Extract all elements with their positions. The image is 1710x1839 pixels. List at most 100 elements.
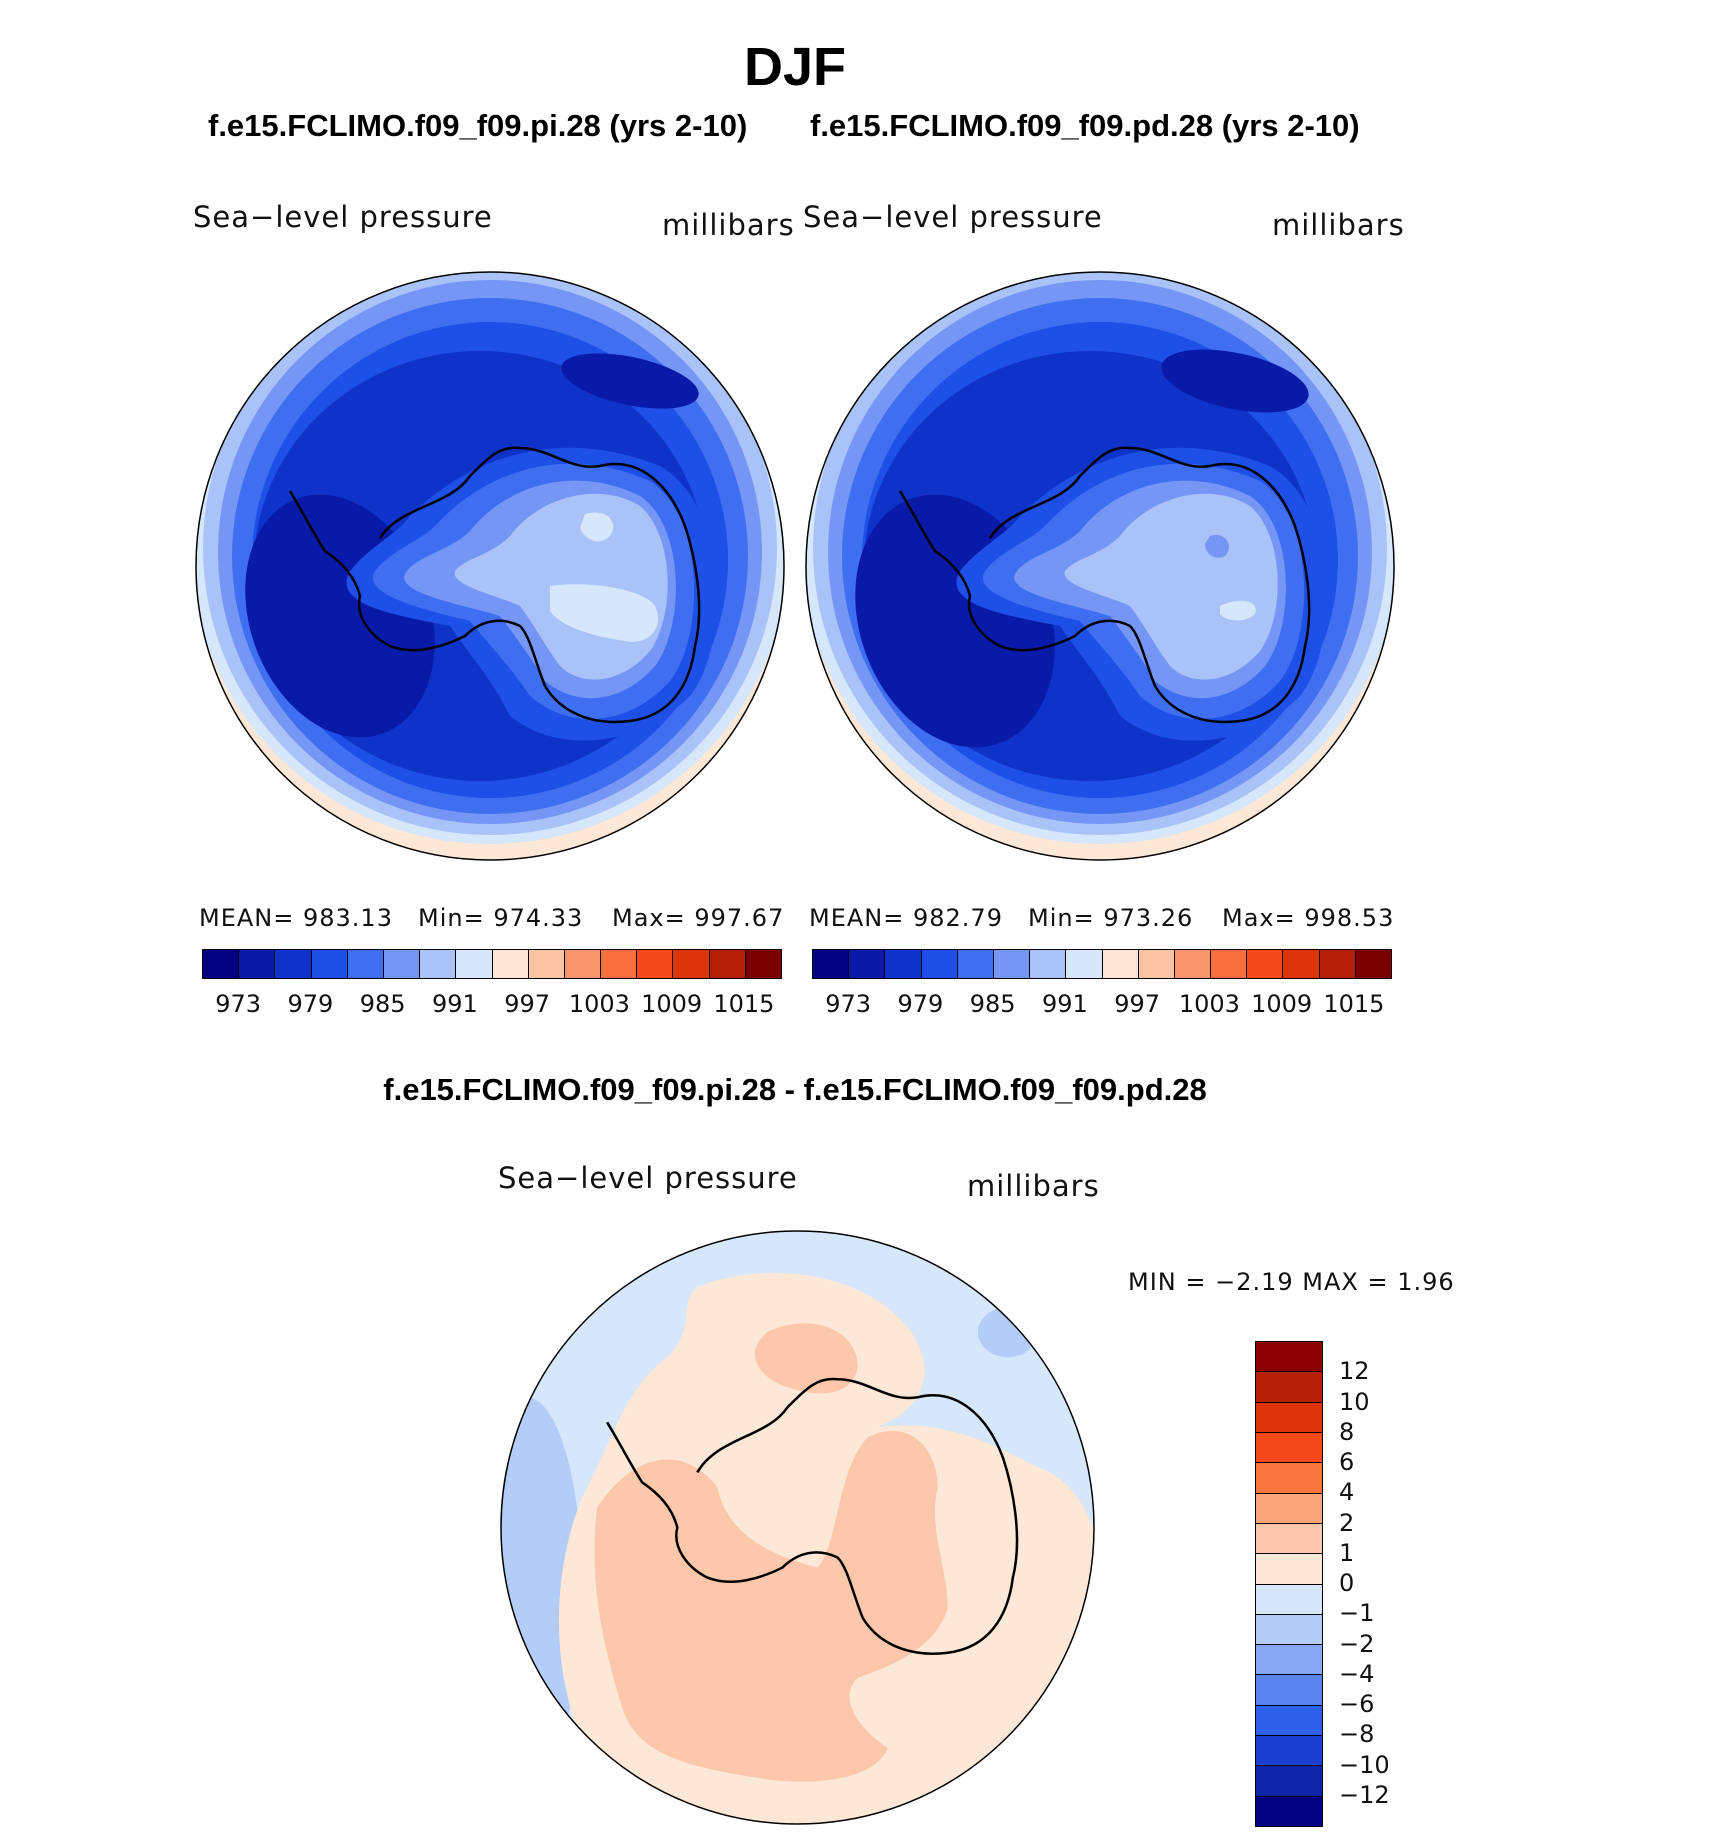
panel2-units-label: millibars <box>1272 208 1405 242</box>
colorbar-tick-label: −1 <box>1339 1599 1375 1628</box>
colorbar-tick-label: 4 <box>1339 1478 1355 1507</box>
colorbar-tick-label: 1 <box>1339 1538 1355 1567</box>
colorbar-tick-label: 1009 <box>641 990 703 1018</box>
colorbar-box <box>347 950 384 978</box>
colorbar-box <box>1256 1584 1322 1615</box>
diff-title: f.e15.FCLIMO.f09_f09.pi.28 - f.e15.FCLIM… <box>383 1072 1207 1107</box>
colorbar-tick-label: 985 <box>359 990 406 1018</box>
colorbar-box <box>1256 1614 1322 1646</box>
colorbar-box <box>637 950 674 978</box>
colorbar-box <box>885 950 922 978</box>
colorbar-box <box>709 950 746 978</box>
colorbar-box <box>1256 1796 1322 1826</box>
colorbar-box <box>1138 950 1175 978</box>
colorbar-tick-label: 6 <box>1339 1448 1355 1476</box>
colorbar-box <box>311 950 348 978</box>
colorbar-box <box>957 950 994 978</box>
colorbar-box <box>1256 1705 1322 1737</box>
colorbar-box <box>1355 950 1391 978</box>
colorbar-box <box>745 950 781 978</box>
colorbar-tick-label: 8 <box>1339 1417 1355 1446</box>
colorbar-box <box>1256 1493 1322 1524</box>
panel2-colorbar-ticks: 973 979 985 991 997 1003 1009 1015 <box>812 990 1390 1020</box>
colorbar-box <box>1256 1675 1322 1706</box>
diff-units-label: millibars <box>967 1169 1100 1203</box>
colorbar-tick-label: 12 <box>1339 1357 1370 1386</box>
colorbar-box <box>1030 950 1067 978</box>
colorbar-box <box>1256 1402 1322 1433</box>
colorbar-tick-label: 1015 <box>1323 990 1385 1018</box>
panel1-units-label: millibars <box>662 208 795 242</box>
panel1-variable-label: Sea−level pressure <box>193 200 493 234</box>
diff-colorbar-ticks: 12 10 8 6 4 2 1 0 −1 −2 −4 −6 −8 −10 −12 <box>1339 1341 1419 1825</box>
colorbar-tick-label: 997 <box>504 990 551 1018</box>
colorbar-box <box>1283 950 1320 978</box>
colorbar-box <box>1256 1463 1322 1494</box>
colorbar-tick-label: 973 <box>215 990 262 1018</box>
panel1-polar-map <box>195 271 785 861</box>
season-title: DJF <box>743 37 846 97</box>
colorbar-box <box>528 950 565 978</box>
colorbar-box <box>1211 950 1248 978</box>
colorbar-box <box>456 950 493 978</box>
colorbar-box <box>203 950 240 978</box>
panel2-colorbar <box>812 949 1392 979</box>
colorbar-tick-label: 1015 <box>713 990 775 1018</box>
diff-colorbar <box>1255 1341 1323 1827</box>
colorbar-tick-label: −12 <box>1339 1780 1390 1809</box>
colorbar-box <box>601 950 638 978</box>
colorbar-box <box>1256 1554 1322 1585</box>
colorbar-box <box>1256 1523 1322 1555</box>
colorbar-tick-label: −4 <box>1339 1659 1375 1688</box>
panel2-polar-map <box>805 271 1395 861</box>
panel1-min: Min= 974.33 <box>418 904 584 932</box>
colorbar-tick-label: 979 <box>897 990 944 1018</box>
panel2-max: Max= 998.53 <box>1222 904 1395 932</box>
diff-variable-label: Sea−level pressure <box>498 1161 798 1195</box>
colorbar-tick-label: 1003 <box>568 990 630 1018</box>
panel1-max: Max= 997.67 <box>612 904 785 932</box>
colorbar-box <box>1102 950 1139 978</box>
diff-minmax: MIN = −2.19 MAX = 1.96 <box>1128 1268 1455 1296</box>
colorbar-box <box>492 950 529 978</box>
diff-polar-map <box>500 1230 1095 1825</box>
colorbar-tick-label: −8 <box>1339 1720 1375 1749</box>
colorbar-box <box>1066 950 1103 978</box>
panel2-variable-label: Sea−level pressure <box>803 200 1103 234</box>
panel2-min: Min= 973.26 <box>1028 904 1194 932</box>
colorbar-box <box>1256 1766 1322 1797</box>
colorbar-box <box>1319 950 1356 978</box>
colorbar-box <box>813 950 850 978</box>
colorbar-tick-label: 2 <box>1339 1508 1355 1537</box>
colorbar-box <box>993 950 1031 978</box>
colorbar-tick-label: 1009 <box>1251 990 1313 1018</box>
panel1-colorbar-ticks: 973 979 985 991 997 1003 1009 1015 <box>202 990 780 1020</box>
colorbar-box <box>1256 1645 1322 1676</box>
colorbar-box <box>1256 1342 1322 1373</box>
colorbar-box <box>673 950 710 978</box>
colorbar-tick-label: 991 <box>431 990 478 1018</box>
colorbar-box <box>1256 1372 1322 1403</box>
colorbar-tick-label: 10 <box>1339 1387 1370 1416</box>
colorbar-tick-label: 973 <box>825 990 872 1018</box>
colorbar-tick-label: 979 <box>287 990 334 1018</box>
colorbar-box <box>1247 950 1284 978</box>
colorbar-tick-label: 985 <box>969 990 1016 1018</box>
case1-title: f.e15.FCLIMO.f09_f09.pi.28 (yrs 2-10) <box>208 108 748 143</box>
colorbar-box <box>383 950 421 978</box>
panel1-mean: MEAN= 983.13 <box>199 904 393 932</box>
colorbar-tick-label: 0 <box>1339 1569 1355 1597</box>
colorbar-tick-label: 997 <box>1114 990 1161 1018</box>
colorbar-box <box>1256 1736 1322 1767</box>
colorbar-tick-label: 991 <box>1041 990 1088 1018</box>
colorbar-box <box>1174 950 1212 978</box>
colorbar-box <box>275 950 312 978</box>
colorbar-box <box>1256 1432 1322 1464</box>
panel2-mean: MEAN= 982.79 <box>809 904 1003 932</box>
colorbar-tick-label: −6 <box>1339 1690 1375 1718</box>
colorbar-tick-label: −2 <box>1339 1629 1375 1658</box>
colorbar-box <box>921 950 958 978</box>
colorbar-tick-label: 1003 <box>1178 990 1240 1018</box>
case2-title: f.e15.FCLIMO.f09_f09.pd.28 (yrs 2-10) <box>810 108 1360 143</box>
colorbar-box <box>849 950 886 978</box>
